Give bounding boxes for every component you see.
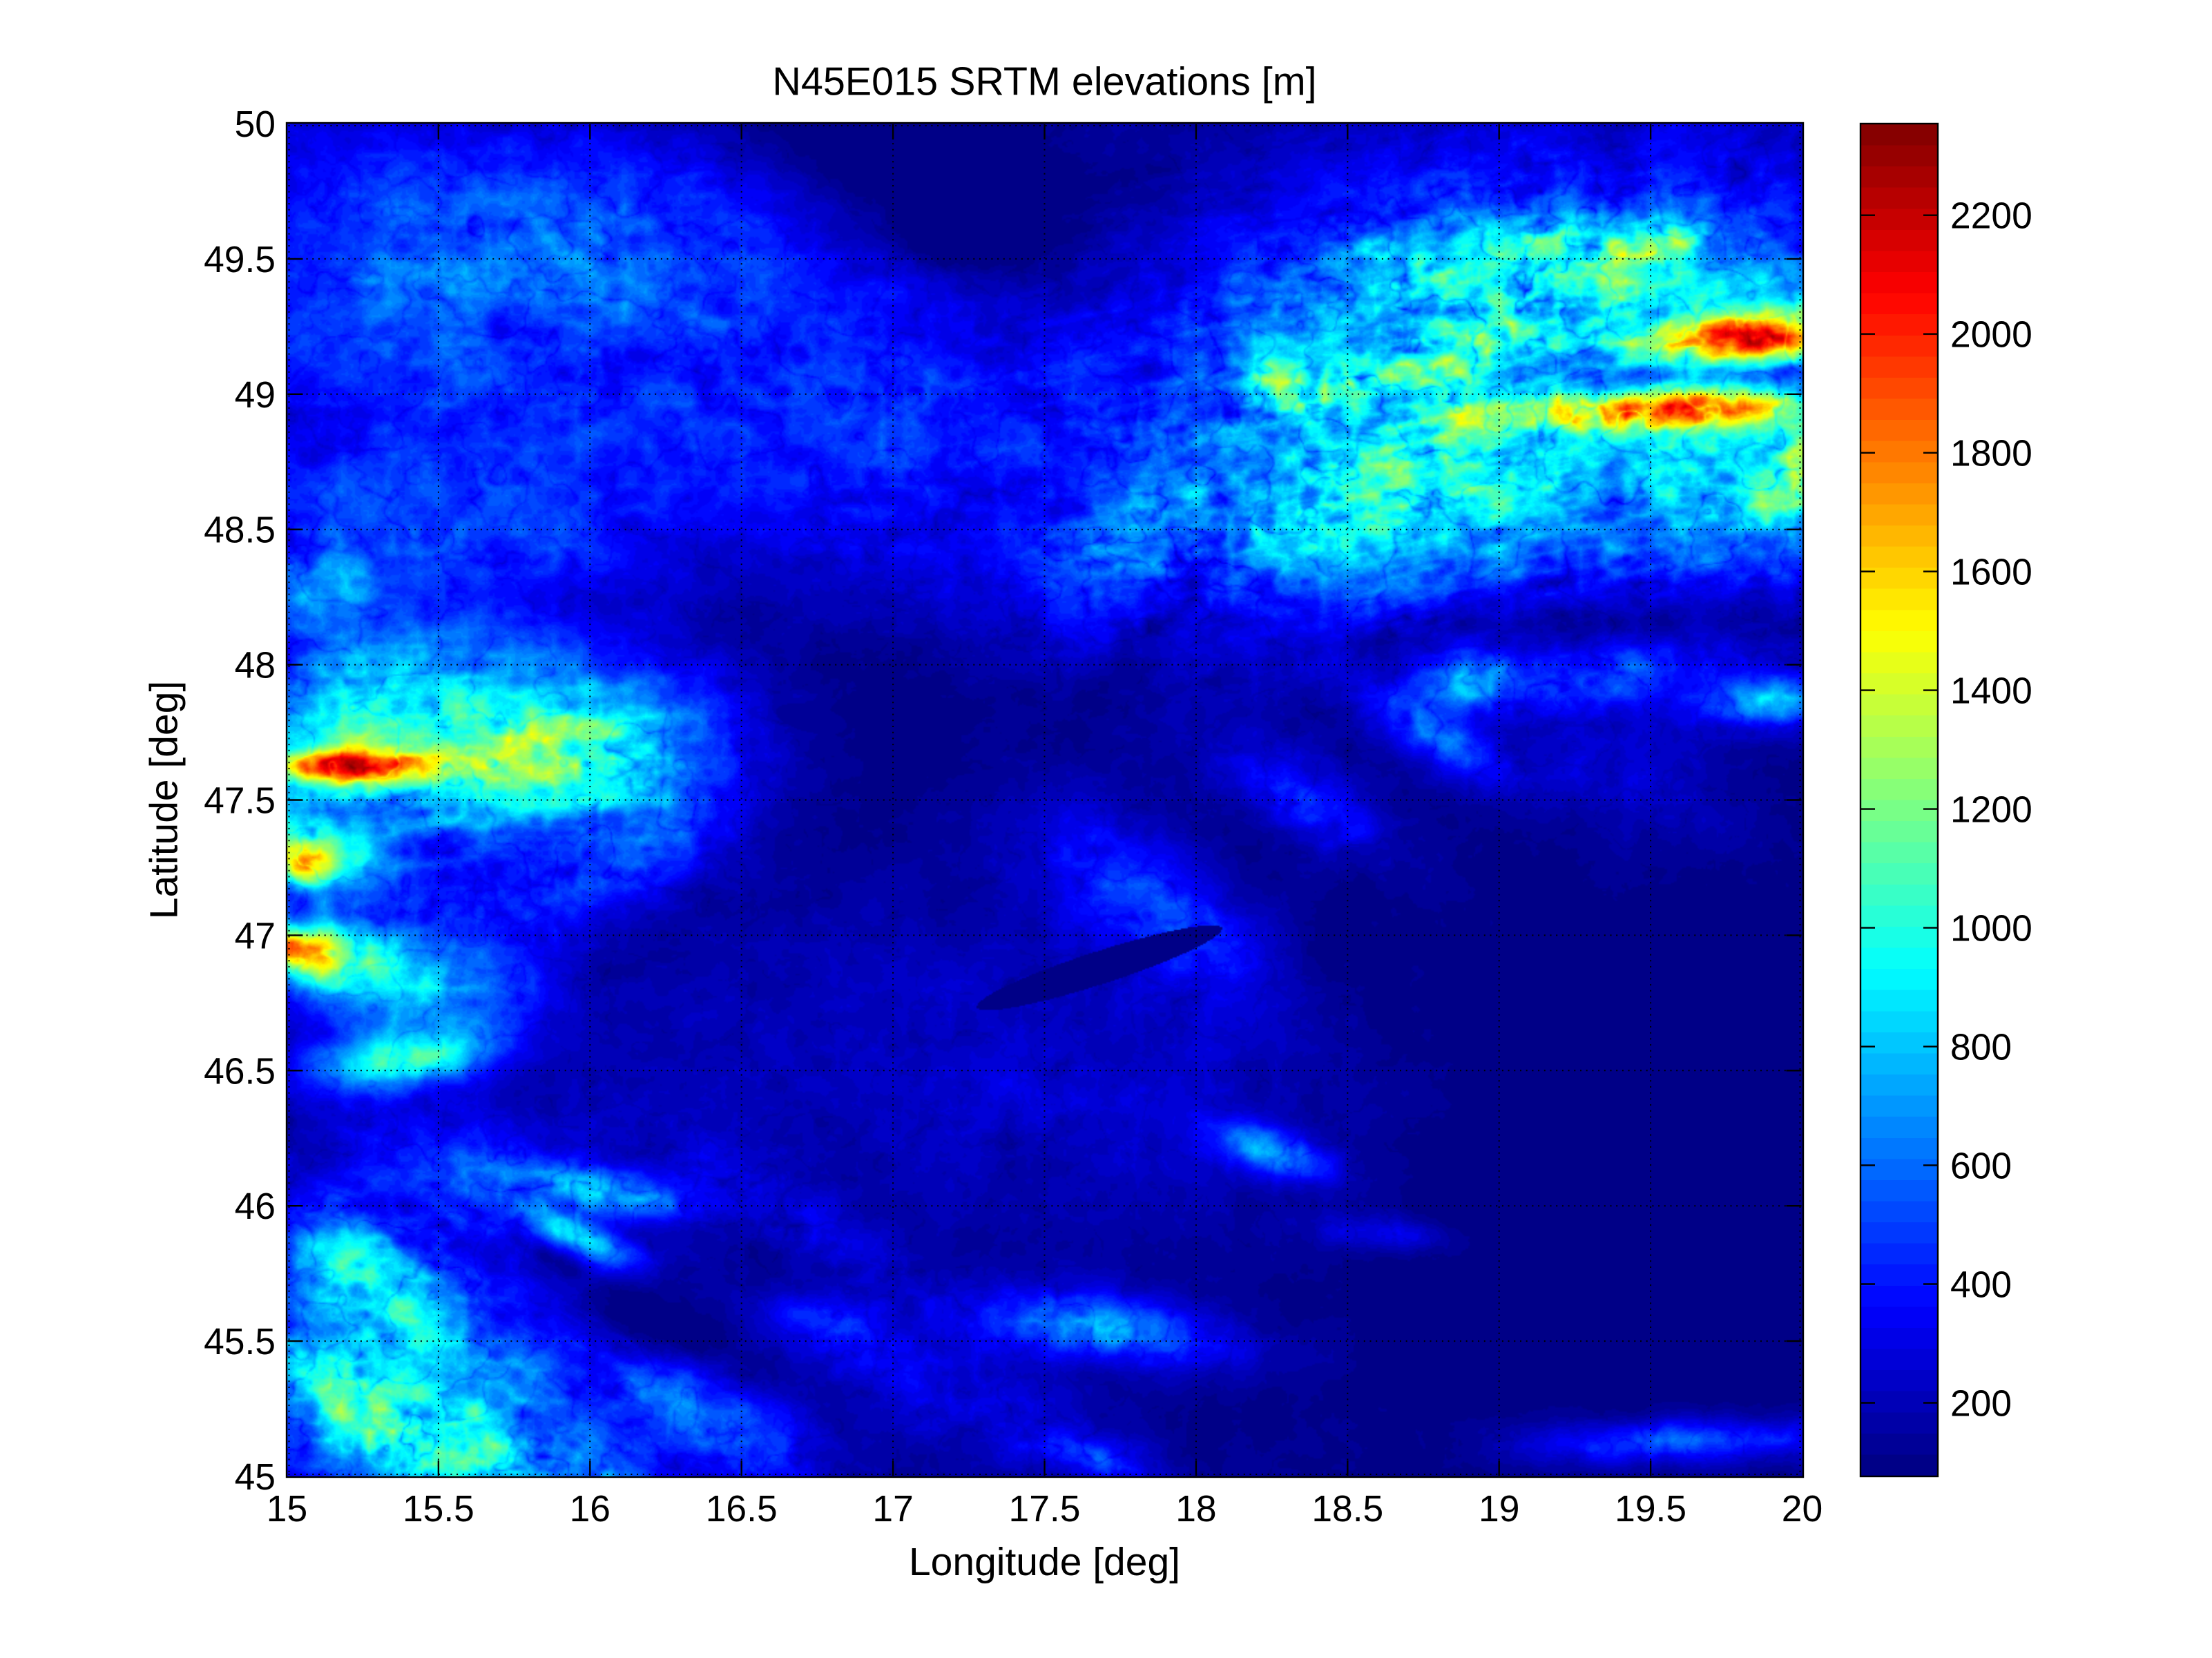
svg-text:Latitude [deg]: Latitude [deg]: [142, 681, 186, 919]
svg-text:49: 49: [235, 375, 276, 416]
svg-text:1800: 1800: [1950, 434, 2032, 474]
svg-text:19.5: 19.5: [1615, 1489, 1686, 1530]
svg-text:1200: 1200: [1950, 790, 2032, 831]
svg-text:400: 400: [1950, 1265, 2012, 1306]
svg-text:600: 600: [1950, 1146, 2012, 1187]
svg-text:46: 46: [235, 1186, 276, 1227]
svg-text:18: 18: [1175, 1489, 1216, 1530]
svg-text:1400: 1400: [1950, 671, 2032, 712]
svg-text:18.5: 18.5: [1311, 1489, 1383, 1530]
svg-text:19: 19: [1479, 1489, 1519, 1530]
svg-text:45.5: 45.5: [204, 1322, 276, 1362]
svg-text:48: 48: [235, 646, 276, 686]
svg-text:46.5: 46.5: [204, 1051, 276, 1092]
svg-text:49.5: 49.5: [204, 240, 276, 280]
svg-text:1600: 1600: [1950, 552, 2032, 593]
svg-text:50: 50: [235, 104, 276, 145]
svg-text:Longitude [deg]: Longitude [deg]: [909, 1540, 1180, 1584]
svg-text:15.5: 15.5: [403, 1489, 474, 1530]
svg-text:17: 17: [872, 1489, 913, 1530]
svg-text:800: 800: [1950, 1028, 2012, 1068]
svg-text:16: 16: [570, 1489, 610, 1530]
svg-text:47: 47: [235, 916, 276, 956]
svg-text:1000: 1000: [1950, 909, 2032, 950]
svg-text:20: 20: [1782, 1489, 1823, 1530]
svg-text:45: 45: [235, 1457, 276, 1498]
svg-text:16.5: 16.5: [706, 1489, 778, 1530]
svg-text:200: 200: [1950, 1384, 2012, 1425]
svg-text:17.5: 17.5: [1009, 1489, 1081, 1530]
svg-text:47.5: 47.5: [204, 781, 276, 822]
svg-text:2000: 2000: [1950, 315, 2032, 356]
svg-text:N45E015 SRTM elevations [m]: N45E015 SRTM elevations [m]: [772, 60, 1316, 104]
svg-text:48.5: 48.5: [204, 510, 276, 551]
svg-text:15: 15: [267, 1489, 307, 1530]
svg-text:2200: 2200: [1950, 196, 2032, 237]
